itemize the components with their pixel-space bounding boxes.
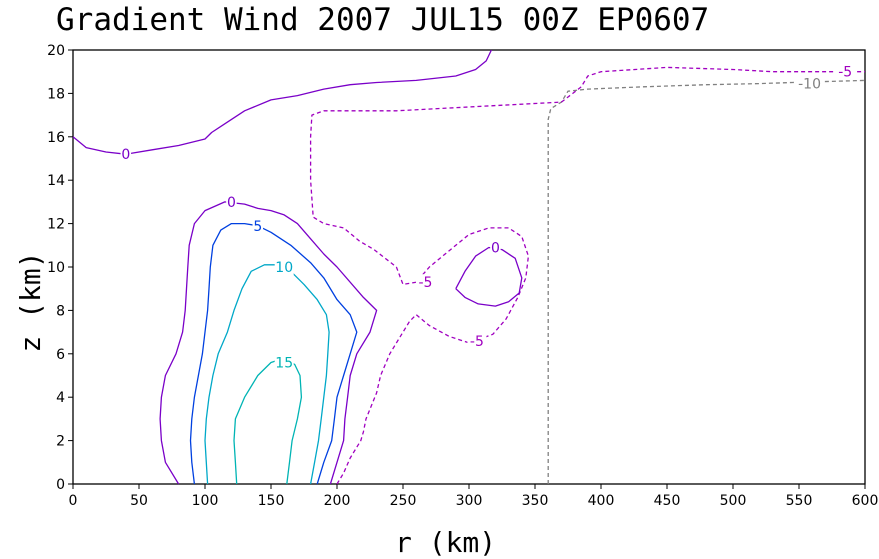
contour-label: -5 (470, 334, 484, 350)
contour-line (309, 66, 865, 485)
x-tick-label: 550 (786, 493, 813, 509)
x-tick-label: 150 (258, 493, 285, 509)
y-axis-label: z (km) (14, 251, 47, 352)
contour-label-bg (120, 146, 132, 163)
contour-label-bg (835, 63, 855, 80)
contour-label: -5 (418, 275, 432, 291)
contour-label: -10 (798, 77, 821, 93)
y-tick-label: 12 (47, 217, 65, 233)
y-tick-label: 16 (47, 130, 65, 146)
contour-label: 10 (275, 260, 293, 276)
contour-line (233, 357, 303, 485)
y-tick-label: 14 (47, 173, 65, 189)
contour-line (159, 201, 378, 485)
contour-label-bg (226, 193, 237, 210)
x-axis: 0 50 100 150 200 250 300 350 400 450 500 550 600 (69, 484, 879, 509)
x-tick-label: 300 (456, 493, 483, 509)
x-tick-label: 500 (720, 493, 747, 509)
y-tick-label: 18 (47, 86, 65, 102)
contour-label: 0 (227, 195, 236, 211)
y-tick-label: 6 (56, 347, 65, 363)
x-tick-label: 100 (192, 493, 219, 509)
y-tick-label: 8 (56, 303, 65, 319)
x-tick-label: 400 (588, 493, 615, 509)
x-tick-label: 600 (852, 493, 879, 509)
y-tick-label: 10 (47, 260, 65, 276)
contour-label-bg (415, 274, 435, 291)
contour-line (189, 222, 358, 485)
contour-label: 0 (491, 240, 500, 256)
contour-line (72, 49, 492, 155)
y-tick-label: 20 (47, 43, 65, 59)
x-axis-label: r (km) (395, 526, 496, 559)
x-tick-label: 50 (130, 493, 148, 509)
chart-title: Gradient Wind 2007 JUL15 00Z EP0607 (56, 2, 709, 38)
y-tick-label: 0 (56, 477, 65, 493)
x-tick-label: 200 (324, 493, 351, 509)
contour-lines (72, 49, 866, 485)
contour-line (204, 264, 330, 485)
contour-label-bg (252, 217, 264, 234)
contour-line (547, 79, 866, 484)
y-tick-label: 4 (56, 390, 65, 406)
x-tick-label: 350 (522, 493, 549, 509)
contour-label: 5 (253, 219, 262, 235)
contour-label-bg (467, 332, 487, 349)
contour-label-bg (274, 259, 294, 275)
contour-label-bg (490, 239, 501, 256)
contour-label: -5 (838, 65, 852, 81)
x-tick-label: 250 (390, 493, 417, 509)
y-tick-label: 2 (56, 434, 65, 450)
contour-line (455, 246, 523, 307)
contour-label: 15 (275, 355, 293, 371)
contour-label-bg (795, 75, 824, 92)
contour-label: 0 (121, 147, 130, 163)
x-tick-label: 0 (69, 493, 78, 509)
x-tick-label: 450 (654, 493, 681, 509)
y-axis: 0 2 4 6 8 10 12 14 16 18 20 (47, 43, 73, 493)
contour-labels: -10 -5 -5 -5 0 0 0 5 10 15 (120, 63, 855, 371)
contour-label-bg (274, 354, 294, 371)
